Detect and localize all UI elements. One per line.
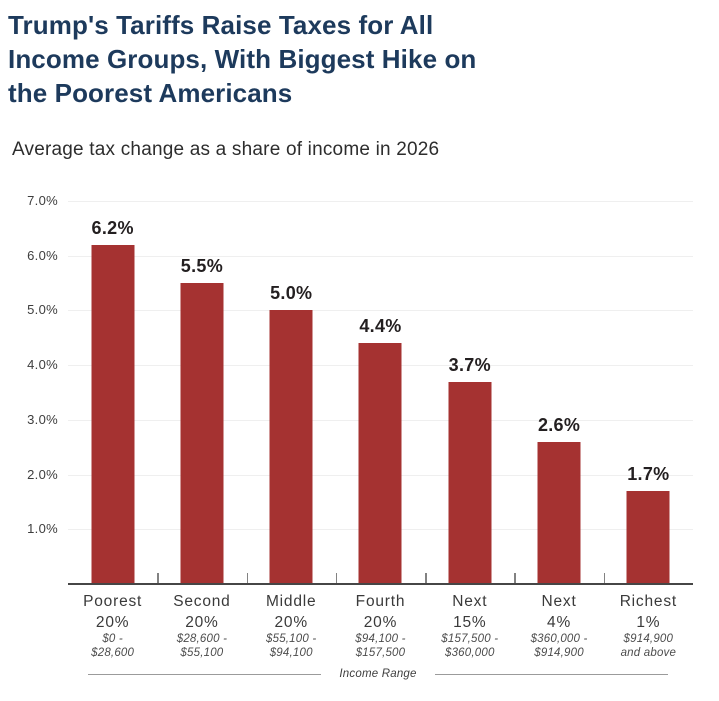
x-axis-tick <box>514 573 516 583</box>
bar-value-label: 1.7% <box>627 464 670 484</box>
x-axis-title: Income Range <box>339 668 417 680</box>
x-tick-sublabel: $94,100 - $157,500 <box>355 633 406 659</box>
x-tick-label: Second 20% <box>173 593 231 631</box>
bar-value-label: 5.5% <box>180 256 224 277</box>
x-axis-title-rule-right <box>434 673 669 675</box>
bar-second-20 <box>180 283 224 584</box>
x-axis-tick <box>246 573 249 583</box>
bar-group-second-20: 5.5% Second 20% $28,600 - $55,100 <box>157 201 246 659</box>
x-axis-title-row: Income Range <box>88 665 669 683</box>
bar-middle-20 <box>269 310 313 584</box>
bar-group-next-15: 3.7% Next 15% $157,500 - $360,000 <box>425 201 514 659</box>
gridline-5pct <box>68 310 693 312</box>
x-axis-tick <box>335 573 338 583</box>
bar-fourth-20 <box>358 343 402 584</box>
y-tick-label: 1.0% <box>27 521 58 537</box>
x-axis-tick <box>157 573 159 583</box>
bar-value-label: 5.0% <box>270 283 313 304</box>
bar-richest-1 <box>626 491 670 584</box>
bar-group-poorest-20: 6.2% Poorest 20% $0 - $28,600 <box>68 201 157 659</box>
bar-group-richest-1: 1.7% Richest 1% $914,900 and above <box>604 201 693 659</box>
bar-group-fourth-20: 4.4% Fourth 20% $94,100 - $157,500 <box>336 201 425 659</box>
bar-group-next-4: 2.6% Next 4% $360,000 - $914,900 <box>514 201 603 659</box>
bar-value-label: 3.7% <box>448 354 491 375</box>
bar-next-15 <box>448 381 492 584</box>
x-tick-label: Next 4% <box>541 593 577 631</box>
x-tick-sublabel: $360,000 - $914,900 <box>530 633 588 659</box>
y-tick-label: 5.0% <box>27 302 58 318</box>
bar-value-label: 4.4% <box>359 316 402 337</box>
x-tick-label: Poorest 20% <box>83 593 143 631</box>
x-tick-label: Middle 20% <box>265 593 317 631</box>
bar-value-label: 2.6% <box>537 414 581 435</box>
bar-value-label: 6.2% <box>91 217 134 238</box>
x-tick-sublabel: $28,600 - $55,100 <box>176 633 228 659</box>
x-axis-title-rule-left <box>88 673 322 675</box>
x-tick-label: Fourth 20% <box>355 593 406 631</box>
y-tick-label: 2.0% <box>27 466 58 482</box>
plot-area: 7.0% 6.0% 5.0% 4.0% 3.0% 2.0% 1.0% 6.2% … <box>27 193 693 659</box>
x-axis-tick <box>425 573 427 583</box>
chart-title: Trump's Tariffs Raise Taxes for All Inco… <box>8 8 476 110</box>
x-tick-sublabel: $914,900 and above <box>620 633 677 659</box>
y-tick-label: 7.0% <box>27 193 58 208</box>
y-tick-label: 4.0% <box>27 357 58 373</box>
gridline-7pct <box>68 201 693 202</box>
chart-title-line-3: the Poorest Americans <box>8 78 293 108</box>
bar-poorest-20 <box>91 244 135 584</box>
bar-next-4 <box>537 441 581 584</box>
x-tick-label: Next 15% <box>452 593 488 631</box>
y-tick-label: 3.0% <box>27 411 58 427</box>
y-tick-label: 6.0% <box>27 247 58 263</box>
x-axis-line <box>68 583 693 585</box>
chart-title-line-1: Trump's Tariffs Raise Taxes for All <box>8 10 434 40</box>
chart-title-line-2: Income Groups, With Biggest Hike on <box>8 44 477 74</box>
x-axis-tick <box>603 573 606 583</box>
x-tick-sublabel: $157,500 - $360,000 <box>441 633 499 659</box>
x-tick-sublabel: $55,100 - $94,100 <box>266 633 317 659</box>
chart-subtitle: Average tax change as a share of income … <box>12 139 440 160</box>
gridline-6pct <box>68 255 693 257</box>
x-tick-label: Richest 1% <box>619 593 677 631</box>
bar-group-middle-20: 5.0% Middle 20% $55,100 - $94,100 <box>247 201 336 659</box>
x-tick-sublabel: $0 - $28,600 <box>91 633 135 659</box>
